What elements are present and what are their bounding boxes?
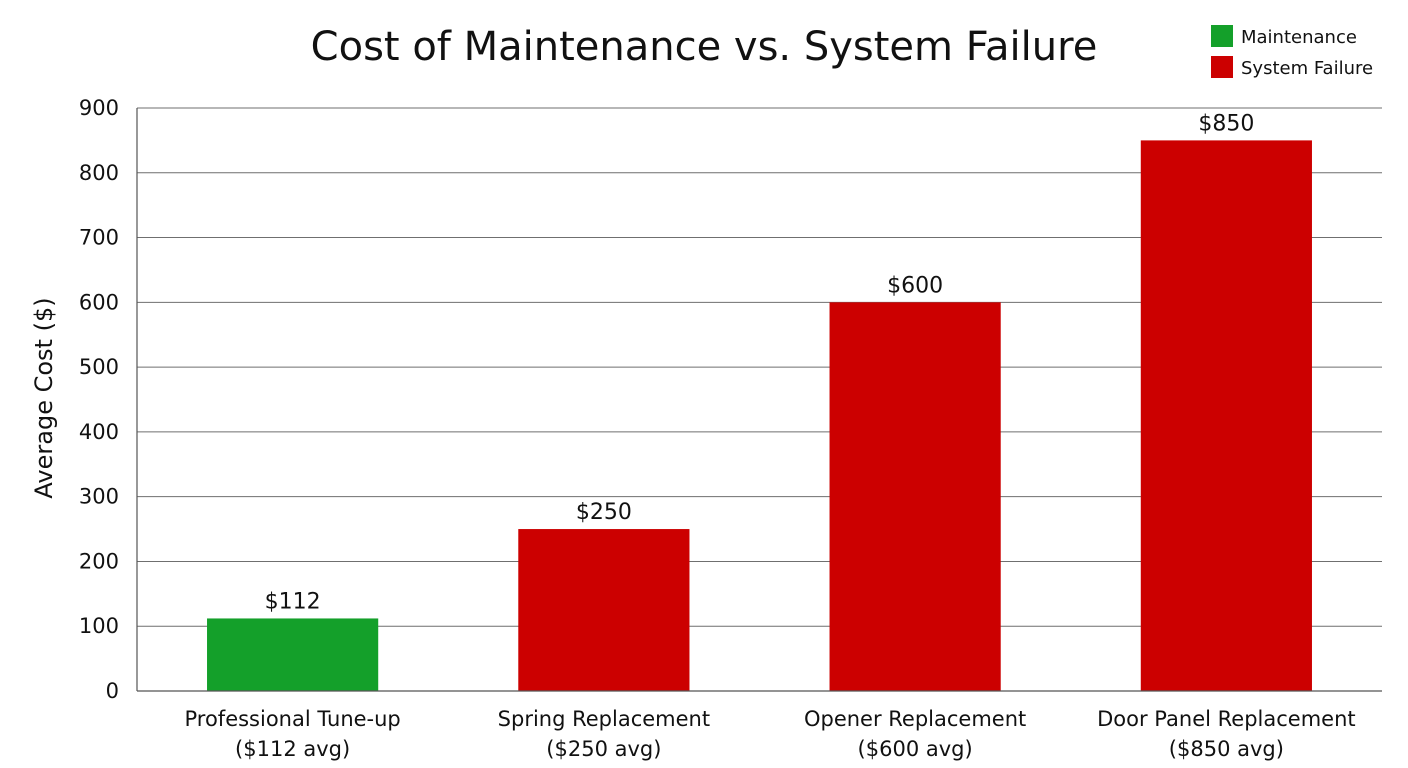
bar xyxy=(518,529,690,691)
y-tick-label: 300 xyxy=(79,485,119,509)
bar xyxy=(207,618,379,691)
y-tick-label: 900 xyxy=(79,96,119,120)
y-tick-label: 700 xyxy=(79,226,119,250)
bar xyxy=(829,302,1001,691)
gridlines xyxy=(137,107,1382,627)
category-sublabel: ($600 avg) xyxy=(858,737,973,761)
category-label: Opener Replacement xyxy=(804,707,1026,731)
y-tick-label: 400 xyxy=(79,420,119,444)
legend-label: Maintenance xyxy=(1241,27,1357,48)
bars xyxy=(207,140,1312,691)
category-sublabel: ($850 avg) xyxy=(1169,737,1284,761)
y-tick-label: 100 xyxy=(79,614,119,638)
y-tick-label: 0 xyxy=(106,679,119,703)
data-label: $850 xyxy=(1198,111,1254,136)
category-sublabel: ($112 avg) xyxy=(235,737,350,761)
y-tick-label: 200 xyxy=(79,549,119,573)
y-tick-label: 500 xyxy=(79,355,119,379)
legend-label: System Failure xyxy=(1241,58,1373,79)
data-label: $112 xyxy=(265,589,321,614)
legend-swatch xyxy=(1211,25,1233,47)
category-label: Professional Tune-up xyxy=(184,707,400,731)
category-label: Door Panel Replacement xyxy=(1097,707,1356,731)
y-tick-label: 800 xyxy=(79,161,119,185)
legend: Maintenance System Failure xyxy=(1211,25,1373,79)
category-label: Spring Replacement xyxy=(498,707,710,731)
y-axis-label: Average Cost ($) xyxy=(30,297,58,498)
data-label: $250 xyxy=(576,500,632,525)
category-sublabel: ($250 avg) xyxy=(546,737,661,761)
category-labels: Professional Tune-up ($112 avg) Spring Rep… xyxy=(184,707,1355,761)
y-axis-ticks: 0 100 200 300 400 500 600 700 800 900 xyxy=(79,96,119,703)
data-labels: $112 $250 $600 $850 xyxy=(265,111,1255,614)
chart-title: Cost of Maintenance vs. System Failure xyxy=(311,24,1098,70)
data-label: $600 xyxy=(887,273,943,298)
bar xyxy=(1140,140,1312,691)
y-tick-label: 600 xyxy=(79,290,119,314)
legend-swatch xyxy=(1211,56,1233,78)
